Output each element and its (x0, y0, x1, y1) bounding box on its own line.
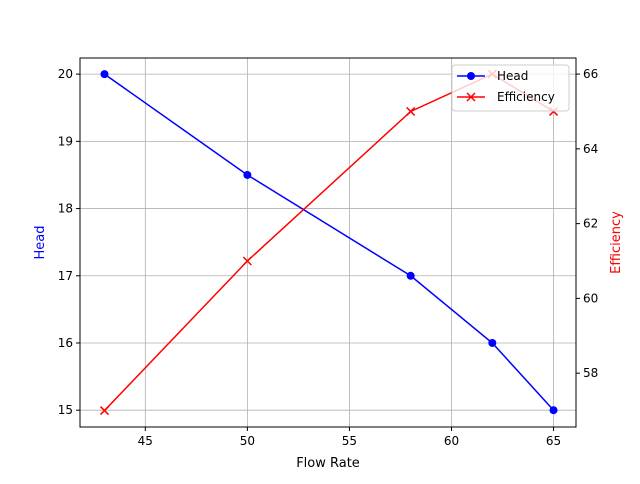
data-point (406, 106, 416, 116)
legend-marker (467, 72, 475, 80)
data-point (549, 406, 558, 415)
data-point (100, 70, 109, 79)
right-y-axis-label: Efficiency (609, 211, 624, 274)
x-tick-label: 65 (546, 434, 561, 448)
right-y-tick-label: 62 (583, 217, 598, 231)
right-y-tick-label: 64 (583, 142, 598, 156)
right-y-tick-label: 60 (583, 291, 598, 305)
left-y-axis-label: Head (33, 226, 48, 260)
x-tick-label: 45 (138, 434, 153, 448)
left-y-tick-label: 18 (58, 202, 73, 216)
data-point (488, 338, 497, 347)
legend-marker (466, 92, 476, 102)
left-y-tick-label: 19 (58, 134, 73, 148)
data-point (406, 271, 415, 280)
left-y-tick-label: 20 (58, 67, 73, 81)
x-tick-label: 50 (240, 434, 255, 448)
right-y-tick-label: 58 (583, 366, 598, 380)
series-line-head (104, 73, 555, 411)
right-y-tick-label: 66 (583, 67, 598, 81)
data-point (99, 406, 110, 416)
series-line-efficiency (103, 73, 554, 412)
legend-label: Head (497, 69, 528, 83)
data-point (242, 256, 252, 266)
left-y-tick-label: 15 (58, 403, 73, 417)
legend-label: Efficiency (497, 90, 555, 104)
left-y-tick-label: 17 (58, 269, 73, 283)
x-axis-label: Flow Rate (296, 456, 360, 471)
x-tick-label: 60 (444, 434, 459, 448)
plot-frame (79, 57, 577, 428)
data-point (243, 170, 252, 179)
left-y-tick-label: 16 (58, 336, 73, 350)
x-tick-label: 55 (342, 434, 357, 448)
